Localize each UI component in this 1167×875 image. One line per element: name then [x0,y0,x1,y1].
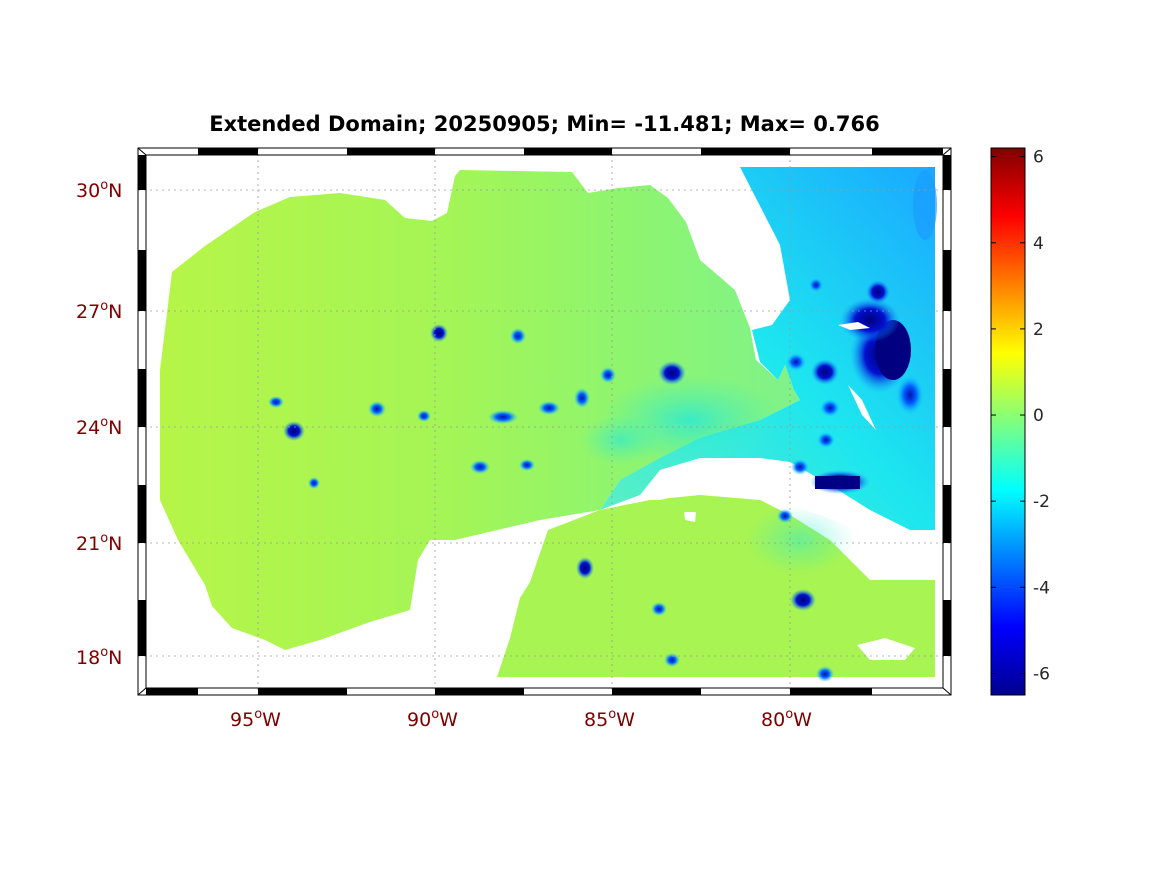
colorbar-scale [990,147,1026,696]
colorbar-tick-label: -2 [1033,492,1050,512]
map-title: Extended Domain; 20250905; Min= -11.481;… [209,112,880,136]
latitude-labels: 30oN 27oN 24oN 21oN 18oN [76,178,122,669]
colorbar-tick-label: 2 [1033,320,1044,340]
lat-label-21: 21oN [76,531,122,555]
map-gridlines [138,148,951,695]
lat-label-24: 24oN [76,415,122,439]
lat-label-30: 30oN [76,178,122,202]
lat-label-27: 27oN [76,299,122,323]
colorbar-tick-label: 6 [1033,148,1044,168]
colorbar-tick-label: 4 [1033,234,1044,254]
longitude-labels: 95oW 90oW 85oW 80oW [230,707,812,731]
colorbar: 6 4 2 0 -2 -4 -6 [990,147,1050,696]
lon-label-95: 95oW [230,707,281,731]
colorbar-tick-label: -6 [1033,664,1050,684]
colorbar-tick-label: -4 [1033,578,1050,598]
lon-label-90: 90oW [407,707,458,731]
lon-label-80: 80oW [761,707,812,731]
lat-label-18: 18oN [76,645,122,669]
lon-label-85: 85oW [584,707,635,731]
colorbar-tick-label: 0 [1033,406,1044,426]
ocean-field [160,167,937,682]
map-frame [137,147,952,696]
